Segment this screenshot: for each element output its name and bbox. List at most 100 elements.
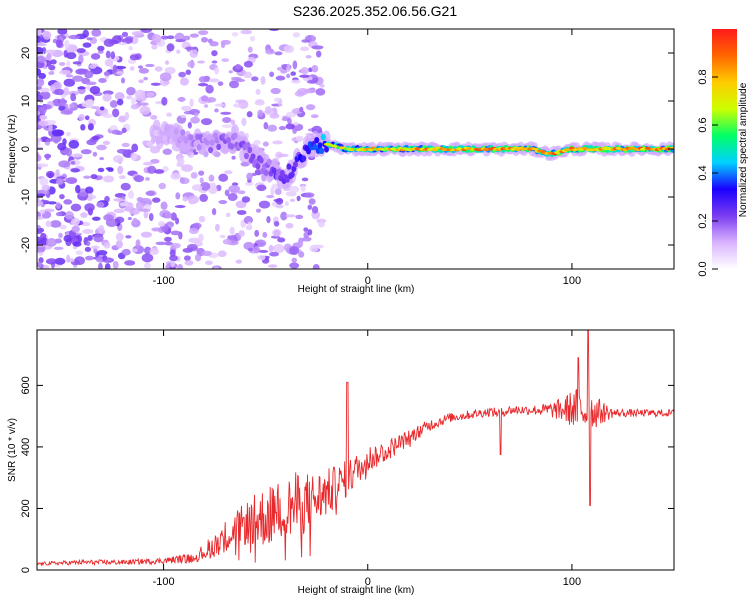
spectrogram-cell [138,79,144,84]
spectrogram-cell [64,211,74,220]
spectrogram-cell [116,148,129,154]
spectrogram-cell [118,42,128,46]
spectrogram-cell [37,230,43,235]
spectrogram-cell [121,31,129,37]
spectrogram-cell [75,250,83,256]
spectrogram-cell [127,216,132,221]
snr-y-tick-label: 600 [20,376,32,394]
spectrogram-cell [197,30,209,36]
spectrogram-cell [80,123,86,131]
spectrogram-cell [87,123,94,131]
spectrogram-cell [181,164,194,172]
spectrogram-cell [119,202,128,207]
spectrogram-cell [214,103,225,107]
spectrogram-cell [218,199,228,205]
spectrogram-cell [84,115,90,121]
spectrogram-cell [224,189,230,197]
spectrogram-cell [102,113,113,118]
spectrogram-cell [307,204,313,210]
snr-x-tick-label: 100 [563,576,581,588]
spectrogram-cell [243,71,253,79]
spectrogram-cell [86,37,93,41]
spectrogram-cell [135,201,145,211]
spectrogram-cell [209,41,219,47]
spectrogram-cell [175,217,180,225]
spectrogram-x-tick-label: 100 [563,275,581,287]
spectrogram-cell [63,199,73,205]
spectrogram-cell [56,176,66,180]
spectrogram-cell [141,253,154,263]
spectrogram-cell [120,182,131,191]
spectrogram-cell [97,45,105,52]
spectrogram-cell [277,237,286,243]
colorbar-tick-label: 0.8 [697,69,709,84]
spectrogram-cell [85,81,97,86]
spectrogram-cell [55,169,60,176]
spectrogram-cell [75,184,81,194]
spectrogram-cell [37,110,41,116]
spectrogram-cell [274,97,280,103]
spectrogram-cell [243,152,249,160]
spectrogram-cell [280,211,288,221]
spectrogram-cell [266,215,271,224]
spectrogram-cell [243,216,254,225]
spectrogram-cell [37,35,42,43]
spectrogram-cell [274,51,283,56]
spectrogram-x-tick-label: 0 [365,275,371,287]
spectrogram-cell [286,163,292,170]
spectrogram-cell [189,49,199,58]
spectrogram-cell [285,123,295,130]
spectrogram-cell [164,66,176,75]
spectrogram-cell [260,76,266,85]
spectrogram-cell [72,75,84,82]
spectrogram-cell [60,109,73,115]
spectrogram-cell [78,113,85,121]
spectrogram-cell [295,135,304,142]
spectrogram-cell [37,142,41,146]
spectrogram-cell [37,196,40,203]
spectrogram-cell [66,147,73,157]
spectrogram-cell [37,224,41,229]
spectrogram-cell [37,55,46,63]
spectrogram-cell [184,46,197,51]
spectrogram-cell [86,84,91,91]
spectrogram-cell [89,64,97,69]
spectrogram-cell [42,30,52,40]
spectrogram-cell [222,116,232,123]
spectrogram-cell [247,46,253,53]
spectrogram-cell [70,93,77,102]
spectrogram-cell [98,78,107,83]
spectrogram-cell [235,259,243,264]
spectrogram-cell [65,132,71,137]
spectrogram-cell [258,249,269,253]
chart-title: S236.2025.352.06.56.G21 [293,3,457,19]
spectrogram-cell [318,220,325,228]
spectrogram-cell [265,48,275,55]
spectrogram-cell [303,227,309,232]
spectrogram-cell [180,114,187,118]
spectrogram-cell [154,66,163,72]
spectrogram-cell [37,91,41,96]
spectrogram-cell [289,171,295,178]
spectrogram-cell [188,134,194,141]
colorbar-tick-label: 0.2 [697,213,709,228]
snr-panel: -100 0 100 0 200 400 600 Height of straight l… [7,329,675,596]
spectrogram-cell [163,80,170,85]
colorbar: 0.0 0.2 0.4 0.6 0.8 Normalized spectral ampl… [697,29,749,277]
spectrogram-cell [38,120,49,127]
spectrogram-cell [59,224,67,230]
spectrogram-cell [151,227,162,232]
spectrogram-cell [277,153,289,158]
spectrogram-cell [138,208,151,212]
spectrogram-cell [114,208,122,213]
spectrogram-cell [49,84,56,92]
spectrogram-cell [188,200,195,205]
spectrogram-cell [301,236,312,242]
spectrogram-cell [50,59,57,65]
spectrogram-cell [129,54,140,61]
spectrogram-cell [56,178,64,185]
spectrogram-cell [116,98,124,106]
spectrogram-cell [112,108,120,118]
spectrogram-y-tick-label: 20 [20,47,32,59]
